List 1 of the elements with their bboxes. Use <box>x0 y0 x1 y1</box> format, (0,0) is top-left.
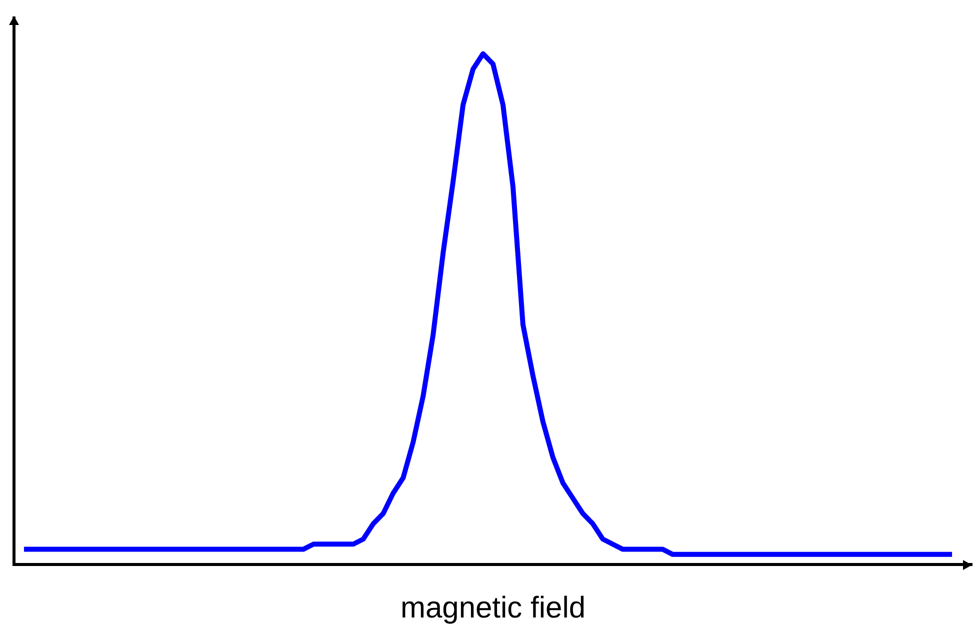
x-axis-title: magnetic field <box>400 591 586 624</box>
